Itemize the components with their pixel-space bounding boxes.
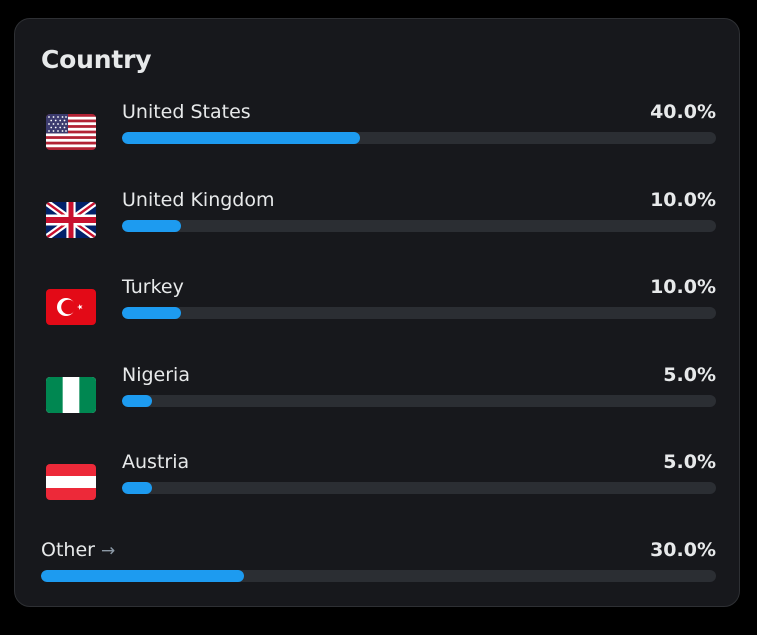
card-title: Country (41, 45, 152, 74)
flag-ng-icon (46, 377, 96, 413)
progress-track (122, 482, 716, 494)
flag-at-icon (46, 464, 96, 500)
arrow-right-icon: → (100, 541, 116, 561)
progress-track (122, 307, 716, 319)
country-percent: 5.0% (663, 364, 716, 386)
country-name: United States (122, 101, 251, 123)
progress-fill (122, 132, 360, 144)
progress-track (41, 570, 716, 582)
country-card: Country United State (14, 18, 740, 607)
progress-track (122, 132, 716, 144)
progress-fill (41, 570, 244, 582)
country-percent: 5.0% (663, 451, 716, 473)
other-percent: 30.0% (650, 539, 716, 561)
progress-fill (122, 220, 182, 232)
flag-us-icon (46, 114, 96, 150)
country-row-austria[interactable]: Austria 5.0% (15, 451, 741, 521)
country-percent: 10.0% (650, 276, 716, 298)
other-label: Other (41, 539, 95, 561)
country-percent: 40.0% (650, 101, 716, 123)
flag-uk-icon (46, 202, 96, 238)
progress-track (122, 395, 716, 407)
progress-fill (122, 307, 182, 319)
country-row-nigeria[interactable]: Nigeria 5.0% (15, 364, 741, 434)
country-row-turkey[interactable]: Turkey 10.0% (15, 276, 741, 346)
country-percent: 10.0% (650, 189, 716, 211)
other-row[interactable]: Other → 30.0% (15, 539, 741, 609)
other-link[interactable]: Other → (41, 539, 115, 561)
progress-fill (122, 395, 152, 407)
country-row-united-states[interactable]: United States 40.0% (15, 101, 741, 171)
country-name: Nigeria (122, 364, 190, 386)
progress-fill (122, 482, 152, 494)
country-row-united-kingdom[interactable]: United Kingdom 10.0% (15, 189, 741, 259)
flag-tr-icon (46, 289, 96, 325)
progress-track (122, 220, 716, 232)
country-name: Turkey (122, 276, 184, 298)
country-name: United Kingdom (122, 189, 275, 211)
country-name: Austria (122, 451, 190, 473)
